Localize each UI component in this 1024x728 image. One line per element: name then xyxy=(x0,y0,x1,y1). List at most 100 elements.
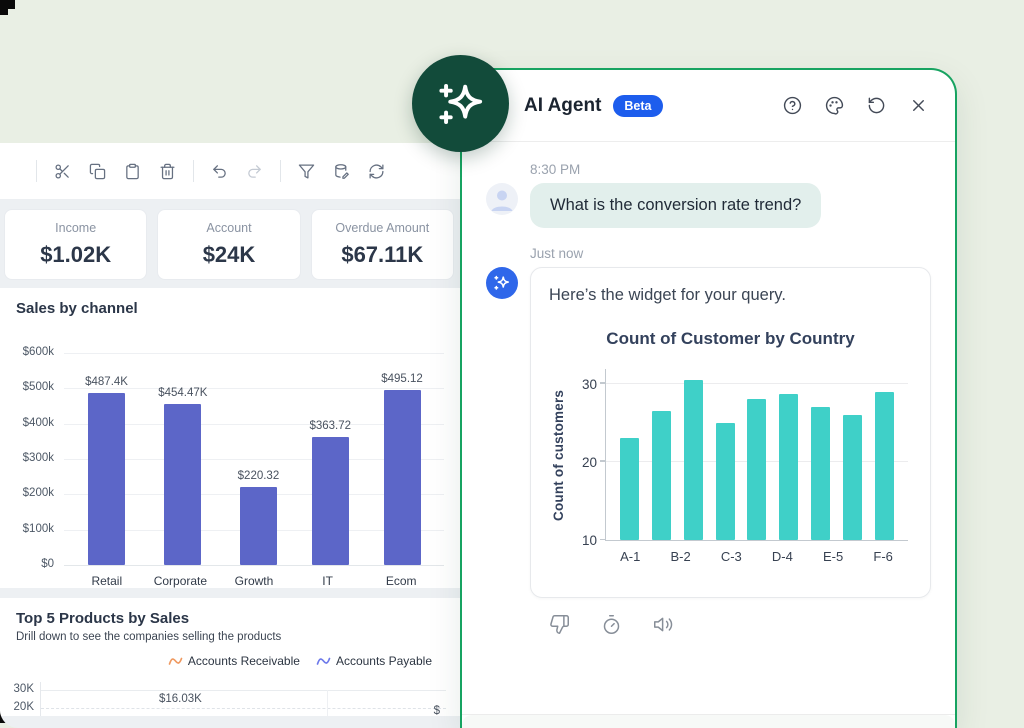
dashboard-window: Income $1.02K Account $24K Overdue Amoun… xyxy=(0,143,462,728)
copy-icon xyxy=(89,163,106,179)
legend-label: Accounts Receivable xyxy=(187,654,300,668)
bar-data-label: $220.32 xyxy=(237,470,280,483)
bar xyxy=(715,422,735,540)
gridline xyxy=(64,388,444,390)
toolbar-divider xyxy=(36,160,37,182)
bar xyxy=(683,379,703,540)
tick-mark xyxy=(600,382,605,384)
cut-button[interactable] xyxy=(49,158,76,185)
user-message-row: What is the conversion rate trend? xyxy=(486,183,931,228)
line-series xyxy=(41,682,446,716)
undo-button[interactable] xyxy=(206,158,233,185)
bar-data-label: $363.72 xyxy=(309,419,352,432)
kpi-card-income[interactable]: Income $1.02K xyxy=(4,209,148,280)
sparkle-icon xyxy=(438,83,482,124)
bar xyxy=(874,391,894,540)
legend-item[interactable]: Accounts Receivable xyxy=(168,654,300,668)
redo-icon xyxy=(248,164,261,178)
data-label-partial: $ xyxy=(433,705,440,716)
bar xyxy=(810,407,830,540)
gridline xyxy=(64,353,444,354)
legend-item[interactable]: Accounts Payable xyxy=(316,654,432,668)
scissors-icon xyxy=(55,163,69,179)
delete-button[interactable] xyxy=(154,158,181,185)
chart-legend: Accounts Receivable Accounts Payable xyxy=(16,654,432,668)
ai-agent-launcher-button[interactable] xyxy=(412,55,509,152)
bar xyxy=(239,487,277,565)
y-axis-tick-label: $200k xyxy=(22,487,54,500)
kpi-card-account[interactable]: Account $24K xyxy=(157,209,301,280)
kpi-card-overdue-amount[interactable]: Overdue Amount $67.11K xyxy=(310,209,454,280)
sales-x-axis: Retail Corporate Growth IT Ecom xyxy=(64,574,444,588)
thumbs-down-button[interactable] xyxy=(548,614,570,636)
tick-mark xyxy=(600,460,605,462)
x-axis-tick-label: F-6 xyxy=(873,549,893,564)
restart-button[interactable] xyxy=(865,95,887,117)
data-edit-button[interactable] xyxy=(328,158,355,185)
restart-icon xyxy=(868,97,884,114)
bar-series xyxy=(606,369,908,540)
message-actions xyxy=(548,614,931,636)
refresh-button[interactable] xyxy=(363,158,390,185)
kpi-row: Income $1.02K Account $24K Overdue Amoun… xyxy=(0,200,462,280)
bar-series: $487.4K $454.47K $220.32 $363.72 $495.12 xyxy=(64,353,444,565)
bar-group: $495.12 xyxy=(381,373,423,565)
y-axis-tick-label: $500k xyxy=(22,381,54,394)
beta-badge: Beta xyxy=(613,94,663,117)
x-axis-category-label: Growth xyxy=(234,574,274,588)
chat-input-area[interactable] xyxy=(462,715,955,728)
clipboard-icon xyxy=(126,163,139,179)
bar-data-label: $495.12 xyxy=(381,373,423,386)
screen-artifact xyxy=(0,0,8,15)
ai-message-text: Here’s the widget for your query. xyxy=(549,286,786,304)
redo-button[interactable] xyxy=(241,158,268,185)
copy-button[interactable] xyxy=(84,158,111,185)
gridline xyxy=(606,382,908,384)
chart-title: Sales by channel xyxy=(16,300,138,317)
trash-icon xyxy=(160,163,175,179)
x-axis-tick-label: A-1 xyxy=(620,549,641,564)
paste-button[interactable] xyxy=(119,158,146,185)
toolbar-divider xyxy=(280,160,281,182)
filter-button[interactable] xyxy=(293,158,320,185)
kpi-label: Overdue Amount xyxy=(335,221,430,235)
bar xyxy=(747,399,767,540)
message-timestamp: 8:30 PM xyxy=(530,162,581,177)
gridline xyxy=(41,690,446,691)
series-wave-icon xyxy=(316,657,331,665)
close-icon xyxy=(912,100,924,111)
bar xyxy=(652,411,672,540)
ai-agent-panel: AI Agent Beta 8:30 PM xyxy=(460,68,957,728)
ai-avatar xyxy=(486,267,518,299)
message-timestamp: Just now xyxy=(530,246,584,261)
kpi-value: $67.11K xyxy=(341,242,424,267)
bar-group: $220.32 xyxy=(237,470,280,565)
top-products-line-chart: 30K 20K $16.03K $ xyxy=(14,682,446,716)
thumbs-down-icon xyxy=(549,615,569,634)
ai-message-row: Here’s the widget for your query. Count … xyxy=(486,267,931,598)
help-button[interactable] xyxy=(781,95,803,117)
sales-bar-chart: $600k $500k $400k $300k $200k $100k $0 $487.4K $… xyxy=(23,346,444,570)
dashboard-toolbar xyxy=(0,143,462,200)
speaker-icon xyxy=(653,617,672,632)
chart-title: Top 5 Products by Sales xyxy=(16,610,190,627)
sales-by-channel-card: Sales by channel $600k $500k $400k $300k $20… xyxy=(0,288,462,588)
bar xyxy=(164,404,202,565)
timer-button[interactable] xyxy=(600,614,622,636)
chart-title: Count of Customer by Country xyxy=(606,329,855,348)
chart-subtitle: Drill down to see the companies selling … xyxy=(16,631,282,643)
gridline xyxy=(64,423,444,425)
panel-header: AI Agent Beta xyxy=(462,70,955,142)
palette-icon xyxy=(825,96,843,115)
panel-title: AI Agent xyxy=(524,94,602,116)
y-axis-tick-label: 10 xyxy=(581,533,597,548)
gridline xyxy=(64,565,444,566)
theme-button[interactable] xyxy=(823,95,845,117)
x-axis-tick-label: C-3 xyxy=(720,549,742,564)
top-products-card: Top 5 Products by Sales Drill down to se… xyxy=(0,598,462,716)
tick-mark xyxy=(600,538,605,540)
read-aloud-button[interactable] xyxy=(652,614,674,636)
y-axis-label: Count of customers xyxy=(551,389,566,521)
close-button[interactable] xyxy=(907,95,929,117)
x-axis-tick-label: E-5 xyxy=(823,549,844,564)
